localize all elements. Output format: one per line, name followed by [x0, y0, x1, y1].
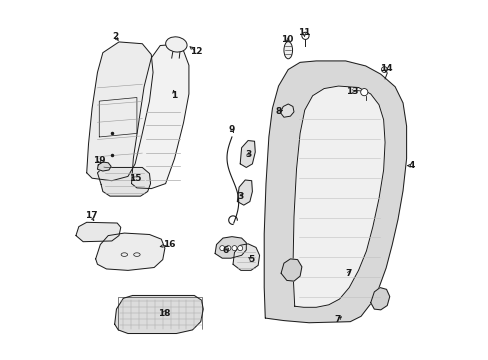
Ellipse shape	[284, 41, 292, 59]
Circle shape	[360, 89, 367, 96]
Ellipse shape	[165, 37, 187, 52]
Polygon shape	[370, 288, 389, 310]
Polygon shape	[264, 61, 406, 323]
Polygon shape	[131, 44, 188, 189]
Text: 3: 3	[237, 192, 244, 201]
Polygon shape	[240, 140, 255, 167]
Polygon shape	[281, 259, 301, 281]
Polygon shape	[233, 244, 259, 270]
Text: 10: 10	[280, 35, 292, 44]
Circle shape	[301, 32, 308, 40]
Ellipse shape	[133, 253, 140, 256]
Polygon shape	[292, 86, 384, 307]
Polygon shape	[96, 233, 164, 270]
Text: 9: 9	[228, 125, 235, 134]
Text: 16: 16	[163, 240, 175, 249]
Polygon shape	[280, 104, 293, 117]
Text: 12: 12	[189, 47, 202, 56]
Ellipse shape	[121, 253, 127, 256]
Text: 13: 13	[345, 86, 358, 95]
Text: 14: 14	[379, 64, 392, 73]
Text: 17: 17	[84, 211, 97, 220]
Polygon shape	[237, 180, 252, 205]
Text: 7: 7	[334, 315, 340, 324]
Text: 8: 8	[275, 107, 281, 116]
Text: 11: 11	[297, 28, 310, 37]
Polygon shape	[97, 162, 111, 171]
Polygon shape	[76, 222, 121, 242]
Circle shape	[237, 246, 242, 251]
Text: 4: 4	[407, 161, 414, 170]
Circle shape	[219, 246, 224, 251]
Polygon shape	[97, 167, 150, 196]
Text: 1: 1	[171, 91, 177, 100]
Polygon shape	[215, 237, 246, 258]
Text: 2: 2	[112, 32, 118, 41]
Text: 5: 5	[248, 255, 254, 264]
Polygon shape	[115, 296, 203, 333]
Text: 7: 7	[345, 269, 351, 278]
Circle shape	[225, 246, 230, 251]
Polygon shape	[86, 42, 153, 181]
Text: 15: 15	[129, 174, 141, 183]
Text: 19: 19	[93, 156, 105, 165]
Circle shape	[231, 246, 237, 251]
Circle shape	[381, 67, 386, 72]
Text: 6: 6	[222, 246, 228, 255]
Text: 18: 18	[157, 309, 170, 318]
Text: 3: 3	[244, 150, 251, 159]
